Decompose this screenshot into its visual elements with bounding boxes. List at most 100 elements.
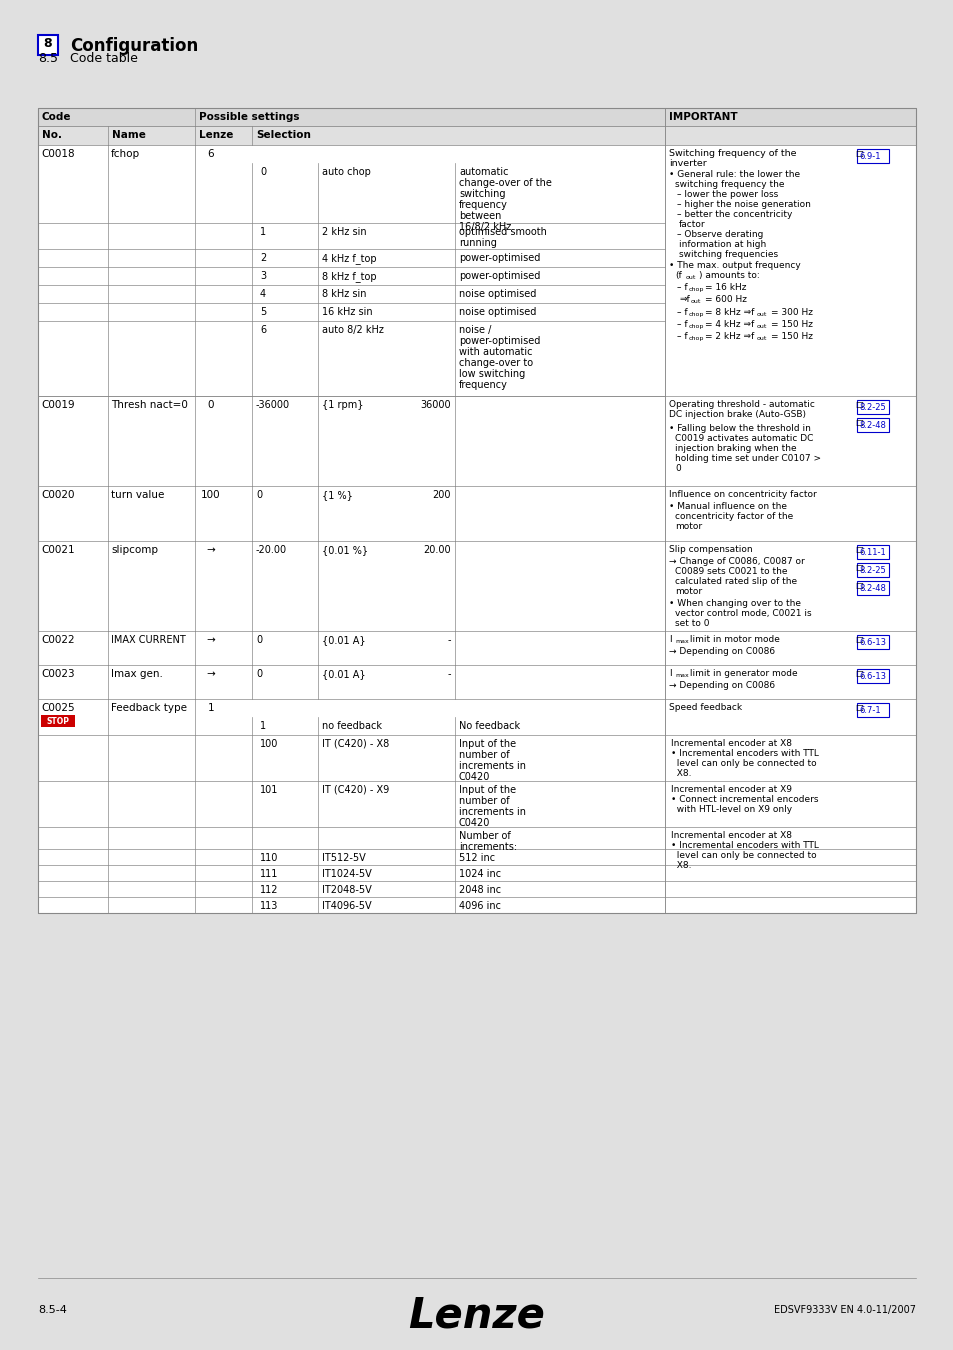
Text: out: out: [757, 324, 766, 329]
Bar: [856, 634, 888, 649]
Text: increments in: increments in: [458, 807, 525, 817]
Text: {1 rpm}: {1 rpm}: [322, 400, 363, 410]
Bar: [856, 670, 888, 683]
Text: 112: 112: [260, 886, 278, 895]
Text: Configuration: Configuration: [70, 36, 198, 55]
Text: chop: chop: [688, 312, 703, 317]
Text: □: □: [854, 545, 862, 554]
Text: 16 kHz sin: 16 kHz sin: [322, 306, 373, 317]
Text: 2: 2: [260, 252, 266, 263]
Text: Incremental encoder at X9: Incremental encoder at X9: [670, 784, 791, 794]
Text: X8.: X8.: [670, 769, 691, 778]
Text: concentricity factor of the: concentricity factor of the: [675, 512, 792, 521]
Text: factor: factor: [679, 220, 705, 230]
Text: optimised smooth: optimised smooth: [458, 227, 546, 238]
Text: limit in motor mode: limit in motor mode: [686, 634, 779, 644]
Text: C0020: C0020: [41, 490, 74, 500]
Text: motor: motor: [675, 587, 701, 595]
Bar: [38, 126, 915, 144]
Text: injection braking when the: injection braking when the: [675, 444, 796, 454]
Text: = 8 kHz ⇒f: = 8 kHz ⇒f: [704, 308, 754, 317]
Text: □: □: [854, 580, 862, 590]
Text: {0.01 %}: {0.01 %}: [322, 545, 368, 555]
Text: 200: 200: [432, 490, 451, 500]
Text: low switching: low switching: [458, 369, 525, 379]
Bar: [856, 400, 888, 414]
Text: DC injection brake (Auto-GSB): DC injection brake (Auto-GSB): [668, 410, 805, 418]
Text: No feedback: No feedback: [458, 721, 519, 730]
Text: motor: motor: [675, 522, 701, 531]
Text: No.: No.: [42, 130, 62, 140]
Text: out: out: [757, 336, 766, 342]
Bar: [38, 396, 915, 486]
Text: 8.2-48: 8.2-48: [858, 585, 885, 593]
Text: C0022: C0022: [41, 634, 74, 645]
Text: Incremental encoder at X8: Incremental encoder at X8: [670, 738, 791, 748]
Text: 1: 1: [260, 227, 266, 238]
Text: {0.01 A}: {0.01 A}: [322, 634, 365, 645]
Bar: [856, 545, 888, 559]
Text: 6.6-13: 6.6-13: [858, 639, 885, 647]
Text: Slip compensation: Slip compensation: [668, 545, 752, 554]
Text: 6.11-1: 6.11-1: [858, 548, 884, 558]
Text: switching: switching: [458, 189, 505, 198]
Text: Speed feedback: Speed feedback: [668, 703, 741, 711]
Text: IMPORTANT: IMPORTANT: [668, 112, 737, 122]
Text: level can only be connected to: level can only be connected to: [670, 759, 816, 768]
Text: – f: – f: [677, 308, 687, 317]
Text: increments:: increments:: [458, 842, 517, 852]
Text: □: □: [854, 703, 862, 711]
Text: □: □: [854, 634, 862, 644]
Text: increments in: increments in: [458, 761, 525, 771]
Text: □: □: [854, 400, 862, 409]
Text: turn value: turn value: [111, 490, 164, 500]
Text: max: max: [675, 674, 688, 678]
Text: 1024 inc: 1024 inc: [458, 869, 500, 879]
Text: Switching frequency of the: Switching frequency of the: [668, 148, 796, 158]
Text: – Observe derating: – Observe derating: [677, 230, 762, 239]
Text: number of: number of: [458, 751, 509, 760]
Text: C0018: C0018: [41, 148, 74, 159]
Text: frequency: frequency: [458, 379, 507, 390]
Text: noise optimised: noise optimised: [458, 306, 536, 317]
Text: Lenze: Lenze: [199, 130, 233, 140]
Text: 0: 0: [255, 490, 262, 500]
Text: 5: 5: [260, 306, 266, 317]
Text: C0420: C0420: [458, 818, 490, 828]
Text: → Depending on C0086: → Depending on C0086: [668, 680, 774, 690]
Bar: [856, 418, 888, 432]
Text: □: □: [854, 418, 862, 427]
Text: chop: chop: [688, 288, 703, 292]
Text: I: I: [668, 670, 671, 678]
Text: • Incremental encoders with TTL: • Incremental encoders with TTL: [670, 841, 818, 850]
Text: – better the concentricity: – better the concentricity: [677, 211, 792, 219]
Text: chop: chop: [688, 336, 703, 342]
Text: IT4096-5V: IT4096-5V: [322, 900, 372, 911]
Text: vector control mode, C0021 is: vector control mode, C0021 is: [675, 609, 811, 618]
Bar: [38, 699, 915, 913]
Text: Possible settings: Possible settings: [199, 112, 299, 122]
Text: 6: 6: [208, 148, 214, 159]
Text: auto chop: auto chop: [322, 167, 371, 177]
Text: 4: 4: [260, 289, 266, 298]
Text: 100: 100: [260, 738, 278, 749]
Text: ) amounts to:: ) amounts to:: [699, 271, 759, 279]
Text: • When changing over to the: • When changing over to the: [668, 599, 801, 608]
Text: 8.2-25: 8.2-25: [858, 404, 884, 412]
Text: □: □: [854, 670, 862, 678]
Text: 16/8/2 kHz: 16/8/2 kHz: [458, 221, 511, 232]
Text: out: out: [757, 312, 766, 317]
Text: 0: 0: [208, 400, 214, 410]
Text: number of: number of: [458, 796, 509, 806]
Text: inverter: inverter: [668, 159, 706, 167]
Text: 8.2-48: 8.2-48: [858, 421, 885, 431]
Text: Lenze: Lenze: [408, 1295, 545, 1336]
Text: change-over of the: change-over of the: [458, 178, 551, 188]
Text: • General rule: the lower the: • General rule: the lower the: [668, 170, 800, 180]
Text: – f: – f: [677, 332, 687, 342]
Text: set to 0: set to 0: [675, 620, 709, 628]
Bar: [856, 580, 888, 595]
Text: frequency: frequency: [458, 200, 507, 211]
Text: 8 kHz f_top: 8 kHz f_top: [322, 271, 376, 282]
Text: 6.7-1: 6.7-1: [858, 706, 880, 716]
